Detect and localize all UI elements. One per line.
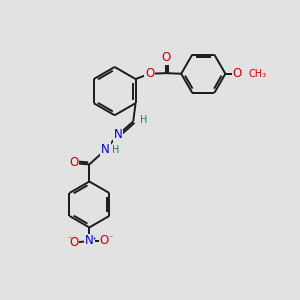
- Text: CH₃: CH₃: [248, 69, 266, 79]
- Text: ⁺: ⁺: [92, 236, 96, 245]
- Text: O: O: [145, 67, 154, 80]
- Text: N: N: [101, 143, 110, 156]
- Text: O: O: [69, 156, 79, 169]
- Text: O: O: [232, 67, 242, 80]
- Text: ⁻: ⁻: [109, 234, 113, 243]
- Text: N: N: [113, 128, 122, 142]
- Text: O: O: [99, 235, 109, 248]
- Text: ⁻: ⁻: [68, 236, 72, 244]
- Text: H: H: [140, 115, 147, 125]
- Text: N: N: [85, 235, 94, 248]
- Text: O: O: [69, 236, 79, 249]
- Text: H: H: [112, 145, 119, 155]
- Text: O: O: [161, 51, 170, 64]
